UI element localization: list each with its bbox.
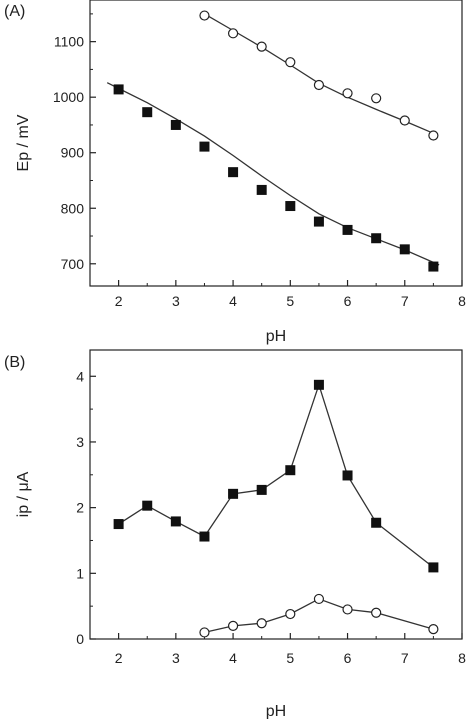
y-axis-label: ip / μA bbox=[15, 471, 32, 517]
data-point-square bbox=[113, 519, 124, 530]
x-tick-label: 7 bbox=[401, 293, 409, 309]
data-point-circle bbox=[199, 627, 210, 638]
data-point-circle bbox=[313, 593, 325, 605]
data-point-circle bbox=[256, 41, 267, 52]
x-tick-label: 5 bbox=[286, 650, 294, 666]
y-tick-label: 4 bbox=[76, 368, 84, 384]
data-point-circle bbox=[199, 10, 210, 21]
data-point-square bbox=[285, 201, 296, 212]
x-tick-label: 8 bbox=[458, 650, 466, 666]
data-point-square bbox=[342, 470, 353, 481]
data-point-square bbox=[428, 562, 439, 573]
series-open-circles bbox=[199, 10, 439, 141]
x-axis-label: pH bbox=[266, 703, 286, 719]
data-point-square bbox=[142, 107, 153, 118]
panel-b: 2 3 4 5 6 7 8 0 1 2 3 4 pH ip / μA (B) bbox=[4, 349, 466, 720]
x-tick-label: 6 bbox=[344, 293, 352, 309]
data-point-square bbox=[371, 233, 382, 244]
data-point-square bbox=[313, 379, 324, 390]
data-point-circle bbox=[227, 28, 239, 39]
series-line bbox=[118, 382, 434, 568]
data-point-square bbox=[313, 216, 324, 227]
x-tick-label: 7 bbox=[401, 650, 409, 666]
series-filled-squares bbox=[106, 82, 440, 272]
y-tick-label: 1 bbox=[76, 565, 84, 581]
data-point-square bbox=[256, 484, 267, 495]
data-point-square bbox=[428, 261, 439, 272]
data-point-square bbox=[399, 244, 410, 255]
y-axis-label: Ep / mV bbox=[15, 114, 32, 171]
x-tick-label: 5 bbox=[286, 293, 294, 309]
y-tick-label: 900 bbox=[61, 145, 85, 161]
y-tick-label: 700 bbox=[61, 256, 85, 272]
x-tick-label: 6 bbox=[344, 650, 352, 666]
data-point-square bbox=[342, 224, 353, 235]
data-point-circle bbox=[428, 130, 439, 141]
data-point-square bbox=[113, 84, 124, 95]
data-point-square bbox=[199, 141, 210, 152]
y-tick-label: 1100 bbox=[54, 34, 84, 50]
data-point-circle bbox=[371, 607, 382, 618]
fit-line bbox=[106, 82, 440, 266]
panel-a: 2 3 4 5 6 7 8 700 800 900 1000 1100 pH Ep / mV (A) bbox=[4, 0, 466, 345]
data-point-square bbox=[371, 517, 382, 528]
data-point-circle bbox=[227, 620, 239, 631]
data-point-circle bbox=[256, 618, 267, 629]
x-tick-label: 2 bbox=[115, 293, 123, 309]
data-point-circle bbox=[285, 57, 296, 68]
y-tick-label: 2 bbox=[76, 500, 84, 516]
data-point-square bbox=[256, 184, 267, 195]
fit-line bbox=[204, 13, 434, 134]
data-point-circle bbox=[342, 88, 353, 99]
x-tick-label: 8 bbox=[458, 293, 466, 309]
x-tick-label: 4 bbox=[229, 293, 237, 309]
data-point-circle bbox=[428, 624, 439, 635]
data-point-square bbox=[170, 516, 181, 527]
x-tick-label: 2 bbox=[115, 650, 123, 666]
x-tick-label: 4 bbox=[229, 650, 237, 666]
panel-label: (A) bbox=[4, 3, 25, 20]
x-tick-label: 3 bbox=[172, 650, 180, 666]
y-tick-label: 3 bbox=[76, 434, 84, 450]
y-tick-label: 1000 bbox=[53, 89, 84, 105]
x-axis-label: pH bbox=[266, 328, 286, 345]
panel-label: (B) bbox=[4, 354, 25, 371]
data-point-square bbox=[285, 465, 296, 476]
data-point-square bbox=[228, 488, 239, 499]
plot-frame bbox=[89, 0, 463, 287]
data-point-square bbox=[228, 167, 239, 178]
data-point-circle bbox=[371, 93, 382, 104]
series-filled-squares bbox=[113, 379, 439, 573]
y-tick-label: 0 bbox=[76, 631, 84, 647]
data-point-circle bbox=[399, 115, 410, 126]
data-point-circle bbox=[285, 608, 296, 620]
data-point-circle bbox=[342, 604, 353, 615]
plot-frame bbox=[89, 349, 463, 640]
x-tick-label: 3 bbox=[172, 293, 180, 309]
series-open-circles bbox=[199, 593, 439, 638]
data-point-square bbox=[170, 119, 181, 130]
data-point-circle bbox=[313, 79, 325, 91]
data-point-square bbox=[142, 500, 153, 511]
data-point-square bbox=[199, 531, 210, 542]
y-tick-label: 800 bbox=[61, 200, 85, 216]
